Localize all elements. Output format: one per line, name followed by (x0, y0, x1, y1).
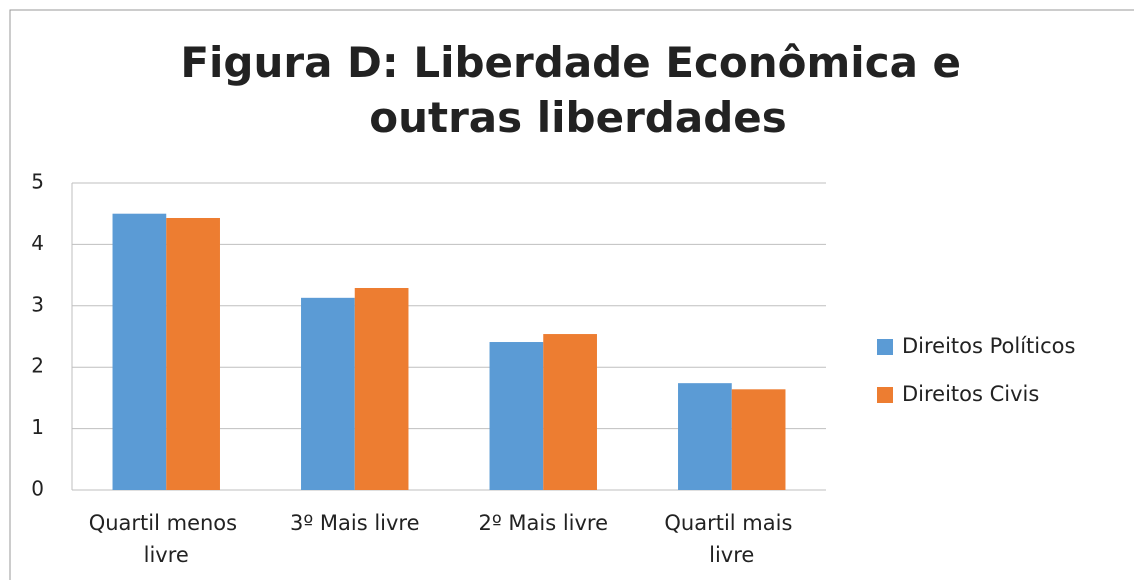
legend-label: Direitos Políticos (902, 334, 1075, 358)
bar (354, 287, 409, 490)
bar (301, 297, 355, 490)
y-tick-label: 4 (31, 231, 44, 255)
legend-swatch (877, 339, 893, 355)
bar (112, 213, 167, 490)
y-tick-label: 0 (31, 477, 44, 501)
chart-title: Figura D: Liberdade Econômica e outras l… (180, 38, 975, 142)
x-tick-label: 3º Mais livre (290, 511, 420, 535)
bar (543, 334, 597, 490)
legend-label: Direitos Civis (902, 382, 1039, 406)
x-tick-label: 2º Mais livre (478, 511, 608, 535)
bar (731, 389, 786, 490)
x-tick-label: Quartil menos livre (89, 511, 244, 567)
x-tick-label: Quartil mais livre (664, 511, 799, 567)
y-tick-label: 1 (31, 415, 44, 439)
y-tick-label: 3 (31, 292, 44, 316)
y-tick-label: 5 (31, 170, 44, 194)
bar (678, 383, 732, 490)
y-tick-label: 2 (31, 354, 44, 378)
bar (489, 342, 544, 490)
legend-swatch (877, 387, 893, 403)
bar (166, 217, 220, 491)
